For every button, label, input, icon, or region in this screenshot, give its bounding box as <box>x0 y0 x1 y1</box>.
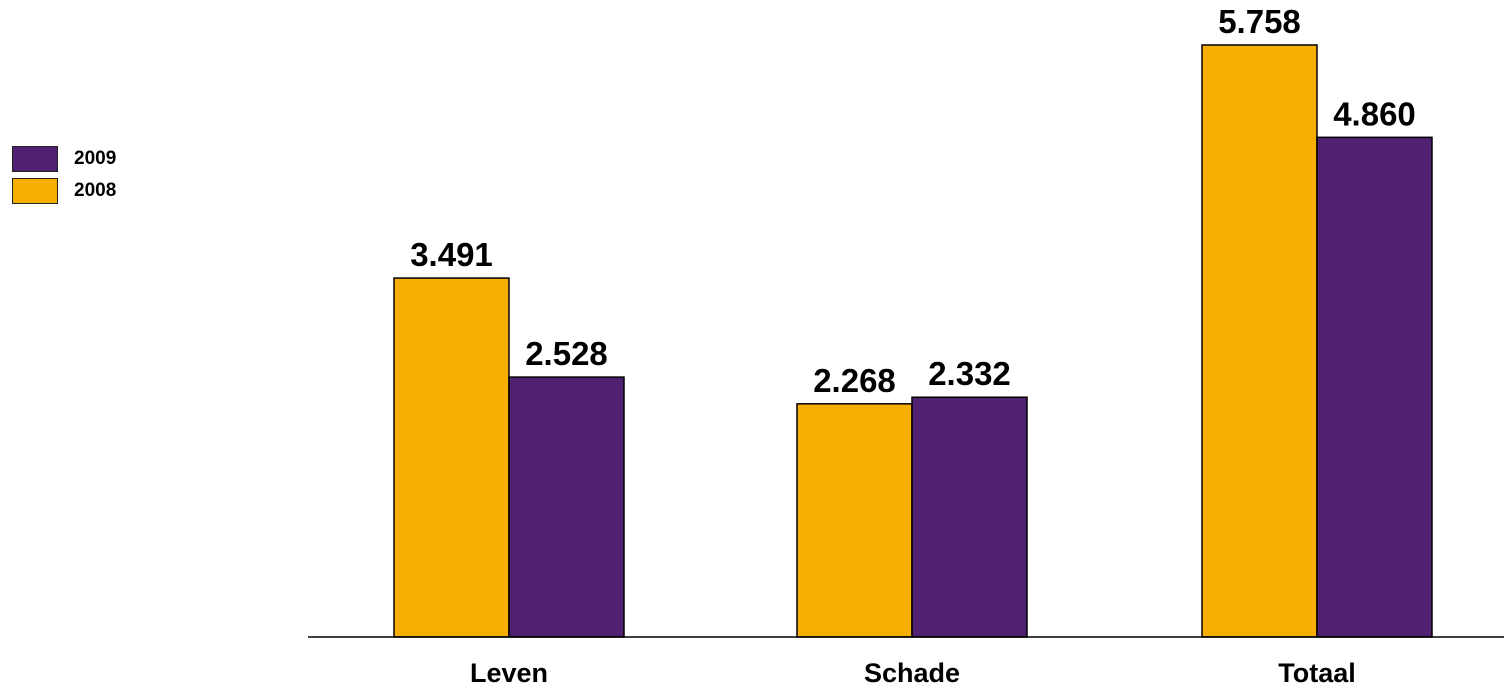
bar-2009-totaal <box>1316 136 1433 638</box>
value-label-2008-leven: 3.491 <box>410 236 493 273</box>
value-label-2009-schade: 2.332 <box>928 355 1011 392</box>
value-label-2008-schade: 2.268 <box>813 362 896 399</box>
bar-2009-schade <box>911 396 1028 638</box>
legend-label-2008: 2008 <box>74 180 117 201</box>
legend: 2009 2008 <box>12 146 116 210</box>
legend-swatch-2009 <box>12 146 58 172</box>
bar-2009-leven <box>508 376 625 638</box>
category-label-leven: Leven <box>470 658 548 688</box>
legend-item-2008: 2008 <box>12 178 116 204</box>
legend-swatch-2008 <box>12 178 58 204</box>
value-label-2009-totaal: 4.860 <box>1333 95 1416 132</box>
value-label-2008-totaal: 5.758 <box>1218 3 1301 40</box>
bar-2008-schade <box>796 403 913 638</box>
bars-group <box>393 44 1433 638</box>
legend-label-2009: 2009 <box>74 148 117 169</box>
category-labels-group: Leven Schade Totaal <box>470 658 1356 688</box>
value-labels-group: 3.491 2.528 2.268 2.332 5.758 4.860 <box>410 3 1416 399</box>
value-label-2009-leven: 2.528 <box>525 335 608 372</box>
category-label-totaal: Totaal <box>1278 658 1356 688</box>
legend-item-2009: 2009 <box>12 146 116 172</box>
bar-2008-totaal <box>1201 44 1318 638</box>
bar-2008-leven <box>393 277 510 638</box>
category-label-schade: Schade <box>864 658 960 688</box>
